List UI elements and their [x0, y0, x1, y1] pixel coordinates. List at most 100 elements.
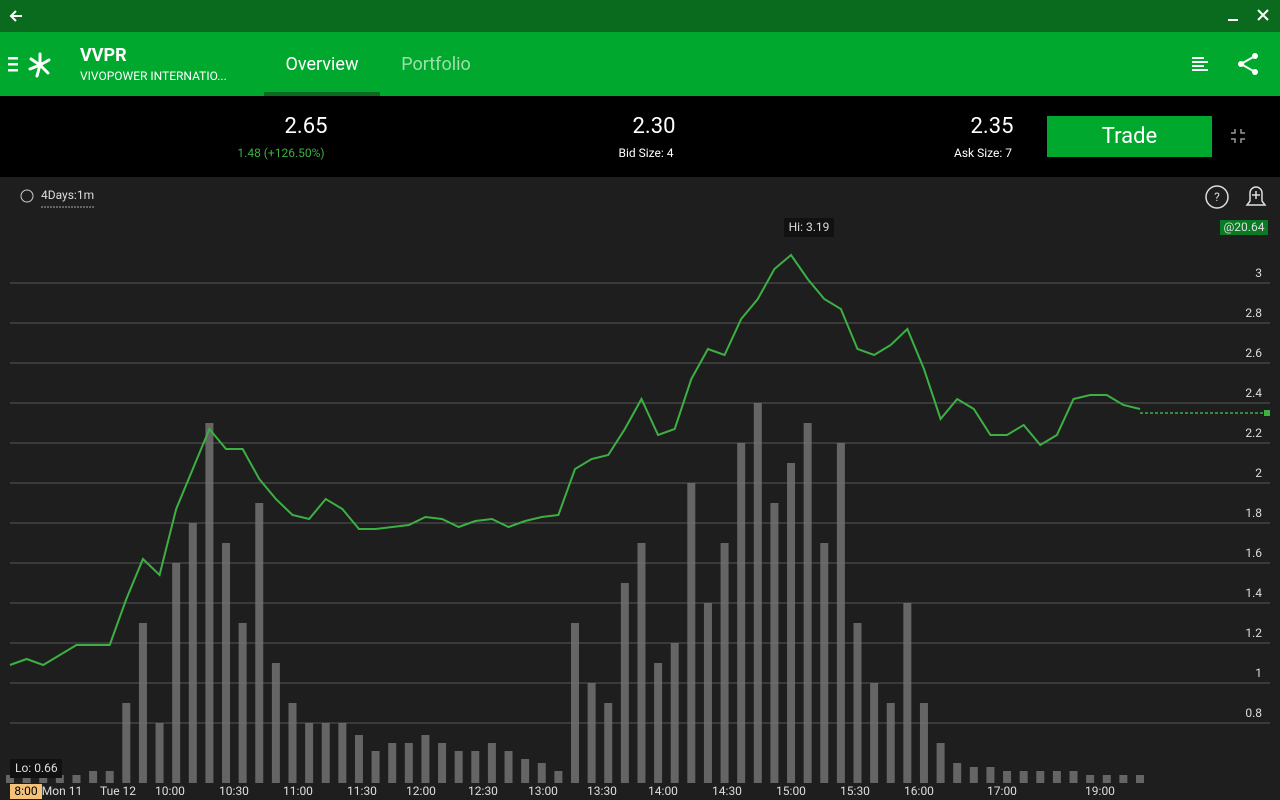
volume-bar [787, 463, 796, 783]
volume-bar [637, 543, 646, 783]
volume-bar [537, 763, 546, 783]
x-tick-label: 14:30 [712, 784, 742, 798]
volume-bar [936, 743, 945, 783]
volume-bar [55, 775, 64, 783]
chart: 4Days:1m ? 0.8 1 1.2 1.4 1.6 1.8 2 2.2 2.4 2.6 2.8… [6, 185, 1270, 799]
title-bar [0, 0, 1280, 32]
volume-bar [305, 723, 314, 783]
volume-bar [271, 663, 280, 783]
volume-bar [1069, 771, 1078, 783]
last-price: 2.65 [284, 114, 328, 139]
y-tick-label: 2.2 [1245, 426, 1262, 440]
volume-bar [1086, 775, 1095, 783]
x-tick-label: 10:00 [155, 784, 185, 798]
last-price-marker [1264, 410, 1270, 416]
minimize-button[interactable] [1226, 8, 1242, 24]
volume-bar [138, 623, 147, 783]
x-tick-label: 14:00 [648, 784, 678, 798]
y-tick-label: 0.8 [1245, 706, 1262, 720]
volume-bar [404, 743, 413, 783]
volume-bar [222, 543, 231, 783]
volume-bar [687, 483, 696, 783]
volume-bar [521, 759, 530, 783]
y-tick-label: 1.6 [1245, 546, 1262, 560]
volume-bar [703, 603, 712, 783]
bid-size: Bid Size: 4 [618, 146, 674, 160]
x-tick-label: 13:00 [528, 784, 558, 798]
volume-bar [72, 775, 81, 783]
list-button[interactable] [1190, 54, 1210, 74]
bid: 2.30 [632, 114, 676, 139]
close-button[interactable] [1256, 8, 1272, 24]
volume-bar [471, 751, 480, 783]
tab[interactable]: Portfolio [401, 54, 471, 75]
hi-label-bg [784, 218, 834, 237]
y-tick-label: 1 [1255, 666, 1262, 680]
share-button[interactable] [1236, 52, 1260, 76]
volume-bar [886, 703, 895, 783]
lo-label-bg [10, 759, 62, 778]
quote-bar: 2.65 1.48 (+126.50%) 2.30 Bid Size: 4 2.… [0, 96, 1280, 177]
volume-bar [438, 743, 447, 783]
help-button[interactable]: ? [1205, 185, 1229, 209]
x-label-highlight [10, 784, 42, 799]
volume-bar [354, 735, 363, 783]
y-tick-label: 2.8 [1245, 306, 1262, 320]
volume-bar [155, 723, 164, 783]
volume-bar [122, 703, 131, 783]
collapse-button[interactable] [1230, 128, 1246, 144]
volume-bar [770, 503, 779, 783]
symbol: VVPR [80, 45, 127, 66]
volume-bar [172, 563, 181, 783]
tab-indicator [264, 92, 380, 96]
y-tick-label: 2 [1255, 466, 1262, 480]
volume-bar [571, 623, 579, 783]
volume-bar [1003, 771, 1012, 783]
lo-label: Lo: 0.66 [15, 761, 58, 775]
volume-bar [803, 423, 812, 783]
menu-logo[interactable] [6, 52, 56, 82]
y-tick-label: 3 [1255, 266, 1262, 280]
y-tick-label: 2.6 [1245, 346, 1262, 360]
volume-bar [105, 771, 114, 783]
help-icon: ? [1214, 190, 1220, 204]
volume-bar [870, 683, 879, 783]
volume-bar [670, 643, 679, 783]
x-tick-label: 11:30 [347, 784, 377, 798]
interval-icon [20, 189, 34, 203]
volume-bar [371, 751, 380, 783]
volume-bar [953, 763, 962, 783]
volume-bar [39, 775, 48, 783]
volume-bar [919, 703, 928, 783]
volume-bar [587, 683, 596, 783]
x-tick-label: 15:00 [776, 784, 806, 798]
trade-button[interactable]: Trade [1047, 116, 1212, 157]
x-tick-label: Tue 12 [100, 784, 136, 798]
volume-bar [820, 543, 829, 783]
x-tick-label: Mon 11 [42, 784, 82, 798]
back-button[interactable] [8, 8, 24, 24]
volume-bar [554, 771, 563, 783]
alert-button[interactable] [1245, 186, 1267, 206]
volume-bar [421, 735, 430, 783]
volume-bar [1136, 775, 1144, 783]
volume-bar [1052, 771, 1061, 783]
volume-bar [1036, 771, 1045, 783]
volume-bar [620, 583, 629, 783]
x-tick-label: 10:30 [219, 784, 249, 798]
volume-bar [1119, 775, 1128, 783]
company-name: VIVOPOWER INTERNATIO... [80, 69, 227, 83]
volume-bar [6, 775, 14, 783]
x-tick-label: 8:00 [14, 784, 37, 798]
alert-label: @20.64 [1224, 220, 1265, 234]
x-tick-label: 11:00 [283, 784, 313, 798]
volume-bar [836, 443, 845, 783]
volume-bar [604, 703, 613, 783]
y-tick-label: 1.2 [1245, 626, 1262, 640]
interval[interactable]: 4Days:1m [41, 188, 94, 202]
x-tick-label: 12:00 [406, 784, 436, 798]
x-tick-label: 15:30 [840, 784, 870, 798]
volume-bar [454, 751, 463, 783]
hi-label: Hi: 3.19 [789, 220, 830, 234]
tab[interactable]: Overview [285, 54, 359, 75]
